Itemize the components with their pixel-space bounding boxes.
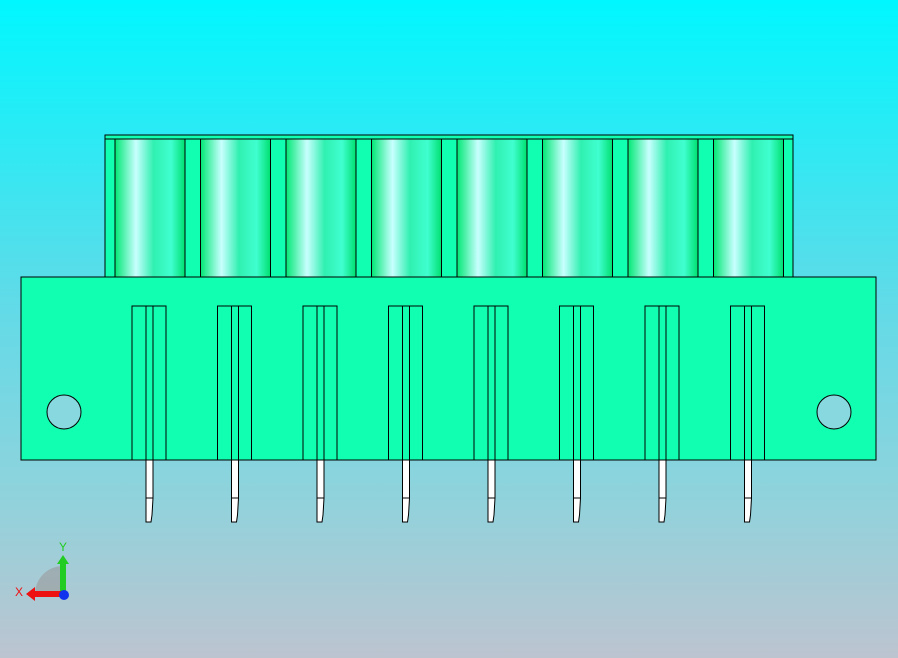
contact-cylinder: [371, 138, 442, 278]
x-axis-label: X: [15, 585, 23, 599]
pin: [573, 459, 581, 523]
y-axis-label: Y: [59, 540, 67, 554]
contact-cylinder: [627, 138, 699, 278]
contact-slot: [217, 305, 252, 461]
contact-cylinder: [713, 138, 784, 278]
pin: [658, 459, 667, 523]
mounting-hole-right: [816, 394, 852, 430]
contact-cylinder: [456, 138, 528, 278]
pin: [231, 459, 239, 523]
contact-slot: [473, 305, 509, 461]
pin: [316, 459, 325, 523]
pin: [744, 459, 752, 523]
contact-cylinder: [200, 138, 271, 278]
pin: [402, 459, 410, 523]
contact-slot: [302, 305, 338, 461]
contact-slot: [131, 305, 167, 461]
mounting-hole-left: [46, 394, 82, 430]
axis-triad: Y X: [15, 540, 69, 601]
contact-slot: [644, 305, 680, 461]
contact-slot: [730, 305, 765, 461]
contact-cylinder: [114, 138, 186, 278]
pin: [487, 459, 496, 523]
contact-slot: [388, 305, 423, 461]
connector-model: [20, 134, 877, 523]
contact-cylinder: [285, 138, 357, 278]
pin: [145, 459, 154, 523]
contact-slot: [559, 305, 594, 461]
contact-cylinder: [542, 138, 613, 278]
